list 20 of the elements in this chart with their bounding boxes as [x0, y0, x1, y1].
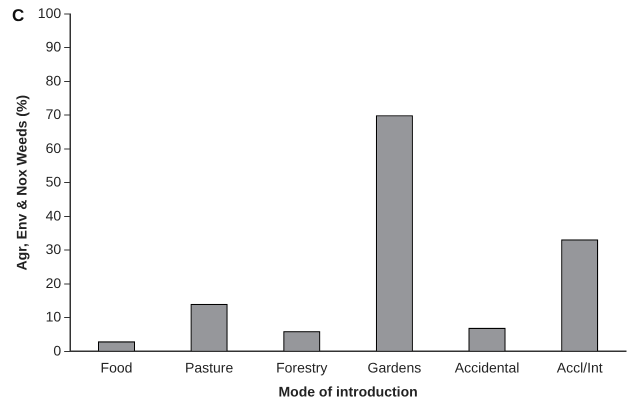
x-tick-label: Food — [100, 360, 132, 376]
y-tick-label: 70 — [46, 106, 62, 122]
y-tick-label: 50 — [46, 174, 62, 190]
y-tick-label: 100 — [38, 4, 62, 21]
y-tick-label: 0 — [53, 342, 62, 358]
y-axis-title: Agr, Env & Nox Weeds (%) — [13, 94, 30, 270]
y-tick-label: 80 — [46, 72, 62, 88]
x-axis-title: Mode of introduction — [278, 383, 418, 400]
text: C — [12, 6, 24, 26]
x-tick-label: Pasture — [184, 360, 234, 376]
y-tick-label: 90 — [46, 38, 62, 55]
y-tick-label: 20 — [46, 274, 62, 291]
y-tick-label: 10 — [46, 308, 62, 325]
y-tick-label: 30 — [46, 241, 62, 258]
x-tick-label: Accidental — [454, 360, 520, 376]
y-tick-label: 60 — [46, 140, 62, 156]
x-tick-label: Gardens — [368, 360, 422, 376]
x-tick-label: Accl/Int — [556, 360, 603, 376]
y-tick-label: 40 — [46, 207, 62, 224]
x-tick-label: Forestry — [276, 360, 328, 376]
